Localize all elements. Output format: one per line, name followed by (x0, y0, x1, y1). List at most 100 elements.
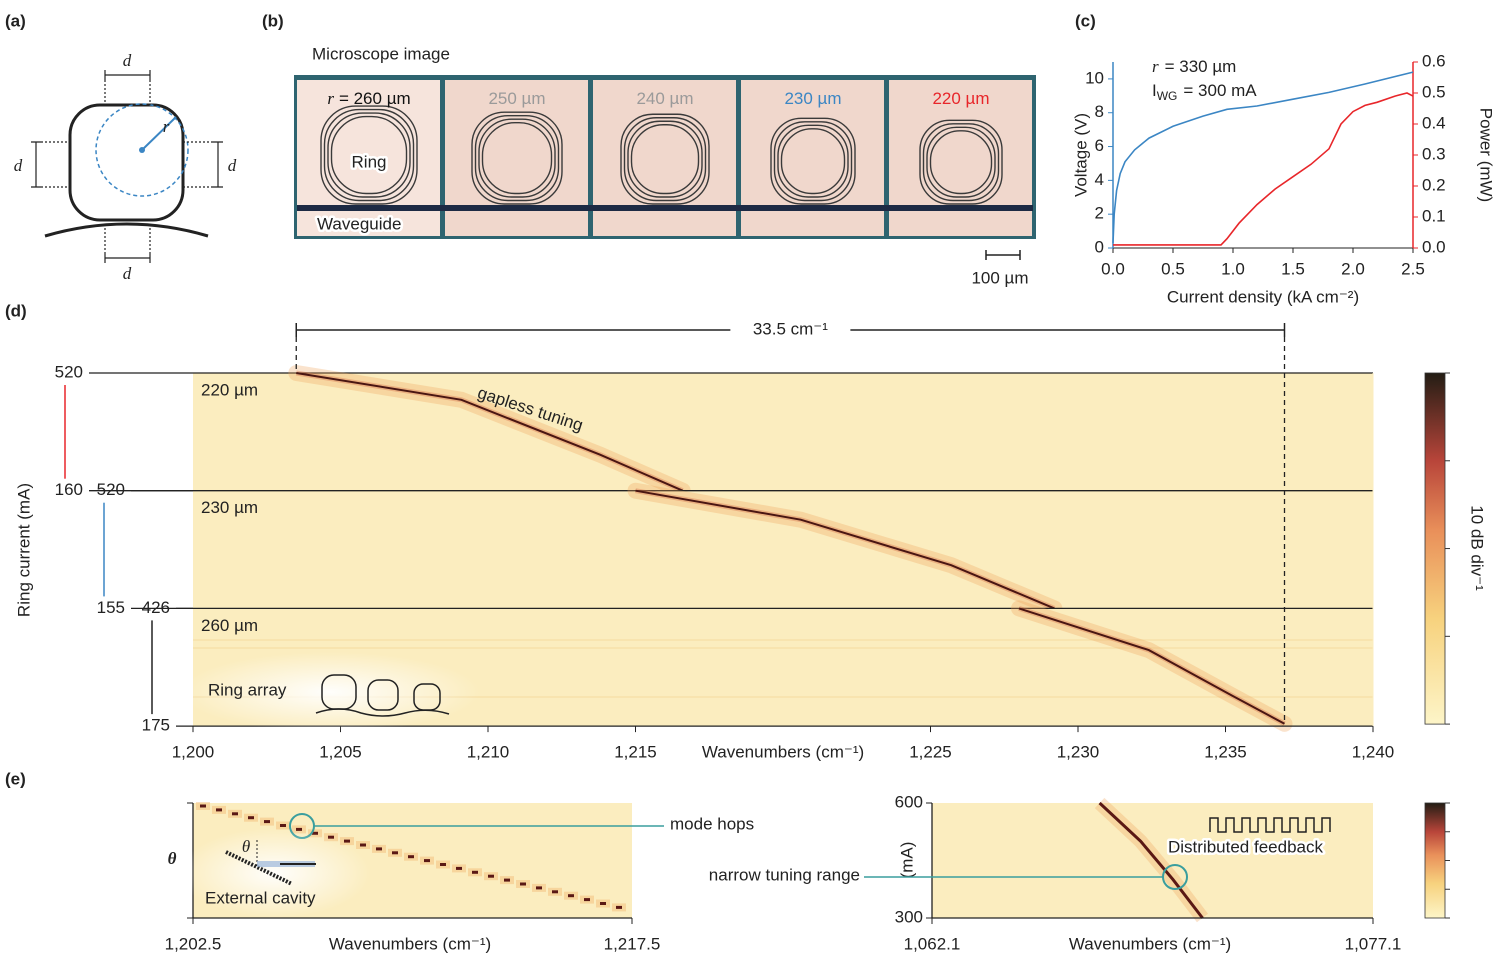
annotation: narrow tuning range (709, 865, 860, 884)
dimension-label: d (123, 264, 132, 283)
annotation: Ring array (208, 680, 287, 699)
mode-segment (392, 851, 398, 855)
y-axis-label: (mA) (897, 842, 916, 879)
span-label-bg (730, 318, 851, 342)
y-tick-label: 8 (1095, 102, 1104, 121)
ring-waveguide (327, 112, 411, 198)
mode-segment (440, 863, 446, 866)
ring-waveguide (323, 108, 415, 202)
y-tick-label: 6 (1095, 136, 1104, 155)
mode-segment (504, 878, 510, 882)
heatmap-background (932, 803, 1373, 918)
x-tick-label: 1,235 (1204, 743, 1247, 762)
mode-segment (552, 890, 558, 894)
scale-bar-label: 100 µm (971, 268, 1028, 287)
colorbar (1424, 372, 1446, 725)
x-tick-label: 1,217.5 (604, 934, 661, 953)
annotation: mode hops (670, 814, 754, 833)
y-tick-label: 155 (97, 598, 125, 617)
annotation-symbol: I (1152, 81, 1157, 100)
grating (225, 850, 293, 886)
y2-tick-label: 0.4 (1422, 113, 1446, 132)
ring-circle (95, 103, 189, 197)
ring-center (139, 147, 145, 153)
x-tick-label: 1,230 (1057, 743, 1100, 762)
x-tick-label: 1,077.1 (1345, 934, 1402, 953)
lasing-trace (1018, 607, 1285, 725)
bus-waveguide (297, 205, 1033, 211)
y-tick-label: 520 (55, 362, 83, 381)
ring-radius: 220 µm (932, 89, 989, 108)
scale-bar (985, 250, 1021, 260)
x-tick-label: 1.0 (1221, 259, 1245, 278)
colorbar (1424, 802, 1446, 919)
waveguide (44, 222, 209, 238)
annotation: External cavity (205, 888, 316, 907)
y-axis-label: Ring current (mA) (14, 483, 33, 617)
mode-segment (376, 847, 382, 851)
x-axis-label: Wavenumbers (cm⁻¹) (1069, 934, 1231, 953)
dimension-label: d (123, 51, 132, 70)
span-guide (295, 337, 1286, 722)
mode-segment (488, 874, 494, 878)
inset-glow (180, 828, 370, 918)
annotation: IWG = 300 mA (1152, 81, 1257, 103)
mode-segment (456, 866, 462, 870)
ring-waveguide (620, 113, 710, 205)
ring-waveguide (481, 121, 553, 195)
mode-segment (472, 870, 478, 874)
mode-segment (520, 882, 526, 886)
mode-segment (248, 816, 254, 820)
annotation-symbol: r (1152, 57, 1159, 76)
panel-label: (d) (5, 301, 27, 320)
ring-label: 230 µm (784, 89, 841, 108)
lasing-trace (296, 372, 684, 492)
mode-segment (584, 898, 590, 902)
y2-axis-label: Power (mW) (1477, 108, 1496, 202)
x-tick-label: 1,062.1 (904, 934, 961, 953)
y-tick-label: 0 (1095, 237, 1104, 256)
y-tick-label: 426 (142, 598, 170, 617)
inset-symbol: θ (242, 837, 250, 856)
ring-label: r = 260 µm (327, 89, 410, 109)
line-series (1112, 71, 1414, 243)
y-tick-label: 160 (55, 480, 83, 499)
x-tick-label: 1,200 (172, 743, 215, 762)
grating-icon (1209, 817, 1331, 833)
annotation-text: = 330 µm (1165, 57, 1237, 76)
y-tick-label: 2 (1095, 204, 1104, 223)
panel-label: (b) (262, 11, 284, 30)
mode-segment (232, 812, 238, 816)
x-tick-label: 1.5 (1281, 259, 1305, 278)
y-tick-label: 4 (1095, 170, 1104, 189)
image-title: Microscope image (312, 44, 450, 63)
mode-segment (600, 902, 606, 905)
lasing-trace (635, 489, 1055, 610)
y-tick-label: 175 (142, 716, 170, 735)
x-tick-label: 1,240 (1352, 743, 1395, 762)
x-tick-label: 1,225 (909, 743, 952, 762)
ring-waveguide (777, 124, 849, 198)
x-tick-label: 1,215 (614, 743, 657, 762)
bracket-guide (41, 80, 213, 253)
x-axis-label: Wavenumbers (cm⁻¹) (702, 743, 864, 762)
panel-label: (e) (5, 769, 26, 788)
ring-radius: 230 µm (784, 89, 841, 108)
lasing-trace (1098, 801, 1204, 919)
mode-segment (424, 859, 430, 863)
mode-segment (536, 886, 542, 890)
dimension-label: d (14, 156, 23, 175)
ring-waveguide (330, 115, 408, 195)
y-tick-label: 300 (895, 907, 923, 926)
panel-name: 220 µm (201, 380, 258, 399)
ring-waveguide (929, 130, 993, 195)
radius-symbol: r (327, 89, 334, 108)
mode-segment (296, 827, 302, 831)
ring-label: 220 µm (932, 89, 989, 108)
ring-radius: 250 µm (488, 89, 545, 108)
ring-diagram (31, 70, 223, 263)
x-axis-label: Wavenumbers (cm⁻¹) (329, 934, 491, 953)
annotation: r = 330 µm (1152, 57, 1236, 77)
